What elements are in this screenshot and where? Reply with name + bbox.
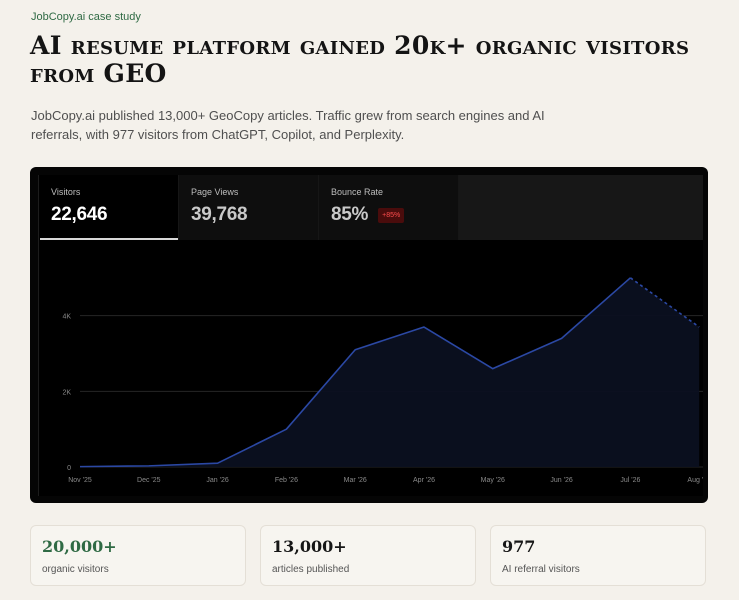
metric-tabs-filler	[459, 175, 703, 240]
x-tick-label: Jul '26	[620, 477, 640, 484]
metric-value: 39,768	[191, 204, 248, 225]
metric-value: 22,646	[51, 204, 108, 225]
stat-value: 13,000+	[272, 537, 347, 556]
stat-card-articles-published: 13,000+ articles published	[260, 525, 476, 586]
x-tick-label: Feb '26	[275, 477, 298, 484]
metric-tabs: Visitors 22,646 Page Views 39,768 Bounce…	[39, 175, 703, 240]
metric-tab-page-views[interactable]: Page Views 39,768	[179, 175, 319, 240]
visitors-line-chart: 0 2K 4K Nov '25 Dec '25 Jan '26 Feb '26 Mar '26…	[62, 277, 703, 484]
x-tick-label: May '26	[481, 477, 505, 484]
x-tick-label: Jan '26	[206, 477, 228, 484]
metric-label: Visitors	[51, 187, 81, 197]
stat-label: articles published	[272, 564, 350, 575]
page-title: AI resume platform gained 20k+ organic v…	[30, 31, 690, 88]
x-tick-label: Mar '26	[344, 477, 367, 484]
x-tick-label: Nov '25	[68, 477, 92, 484]
metric-value-row: 85% +85%	[331, 197, 458, 226]
stat-card-ai-referral-visitors: 977 AI referral visitors	[490, 525, 706, 586]
x-tick-label: Aug '26	[687, 477, 703, 484]
stat-card-organic-visitors: 20,000+ organic visitors	[30, 525, 246, 586]
y-tick-label: 4K	[62, 314, 71, 321]
change-badge: +85%	[378, 207, 405, 223]
analytics-panel: Visitors 22,646 Page Views 39,768 Bounce…	[38, 175, 703, 496]
y-tick-label: 0	[67, 465, 71, 472]
x-tick-label: Dec '25	[137, 477, 161, 484]
stat-value: 20,000+	[42, 537, 117, 556]
stat-value: 977	[502, 537, 536, 556]
metric-label: Bounce Rate	[331, 187, 384, 197]
stat-label: AI referral visitors	[502, 564, 580, 575]
analytics-dashboard: Visitors 22,646 Page Views 39,768 Bounce…	[30, 167, 708, 503]
metric-tab-visitors[interactable]: Visitors 22,646	[39, 175, 179, 240]
case-study-eyebrow: JobCopy.ai case study	[31, 11, 141, 23]
page-description: JobCopy.ai published 13,000+ GeoCopy art…	[31, 108, 545, 142]
area-fill	[80, 277, 700, 467]
metric-tab-bounce-rate[interactable]: Bounce Rate 85% +85%	[319, 175, 459, 240]
series-line-projected	[629, 277, 700, 328]
metric-value: 85%	[331, 204, 369, 225]
x-tick-label: Apr '26	[413, 477, 435, 484]
y-tick-label: 2K	[62, 389, 71, 396]
stat-label: organic visitors	[42, 564, 109, 575]
metric-label: Page Views	[191, 187, 239, 197]
x-tick-label: Jun '26	[550, 477, 572, 484]
